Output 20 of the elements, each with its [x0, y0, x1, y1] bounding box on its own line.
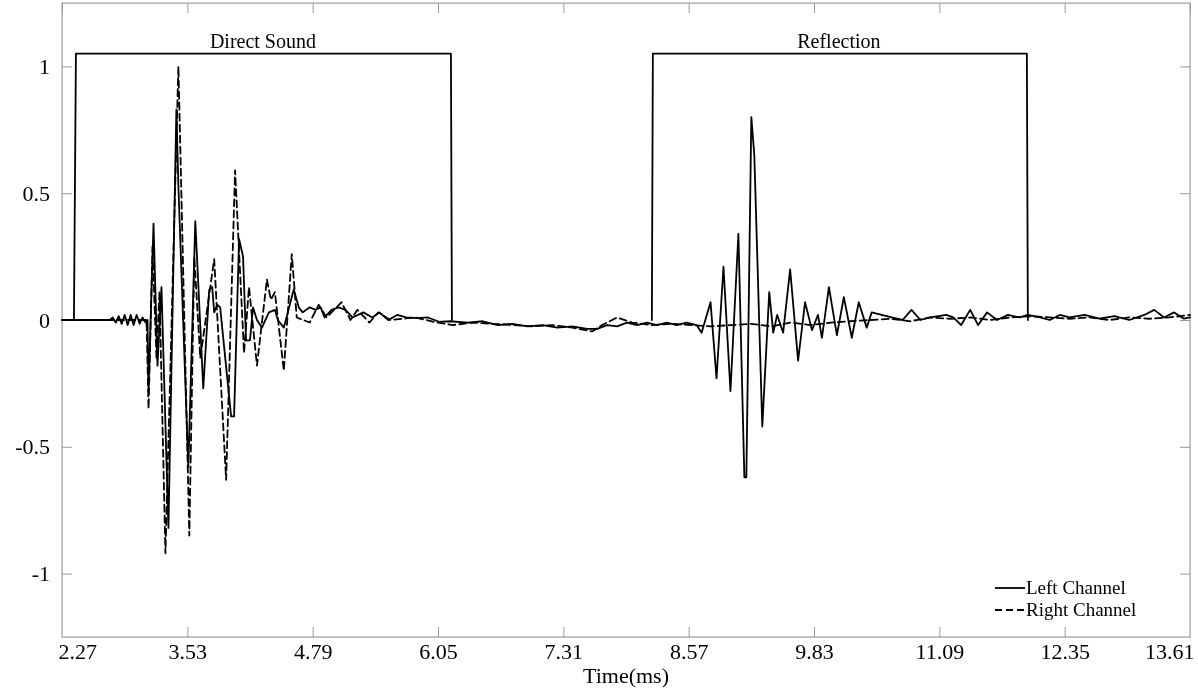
y-tick-label: 1	[39, 53, 50, 79]
y-tick-label: 0	[39, 307, 50, 333]
x-tick-label: 12.35	[1040, 638, 1090, 664]
y-tick-label: -1	[31, 561, 50, 587]
annotation: Direct Sound	[209, 29, 316, 52]
legend-label: Right Channel	[1026, 599, 1137, 620]
x-axis-title: Time(ms)	[583, 663, 669, 688]
x-tick-label: 4.79	[293, 638, 333, 664]
x-tick-label: 8.57	[669, 638, 709, 664]
annotation: Reflection	[797, 29, 881, 52]
x-tick-label: 6.05	[419, 638, 458, 664]
x-tick-label: 2.27	[58, 638, 97, 664]
x-tick-label: 11.09	[915, 638, 965, 664]
x-tick-label: 13.61	[1145, 638, 1195, 664]
x-tick-label: 3.53	[168, 638, 208, 664]
legend-label: Left Channel	[1026, 577, 1126, 598]
y-tick-label: 0.5	[22, 180, 50, 206]
y-tick-label: -0.5	[15, 434, 50, 460]
x-tick-label: 9.83	[795, 638, 834, 664]
x-tick-label: 7.31	[544, 638, 584, 664]
